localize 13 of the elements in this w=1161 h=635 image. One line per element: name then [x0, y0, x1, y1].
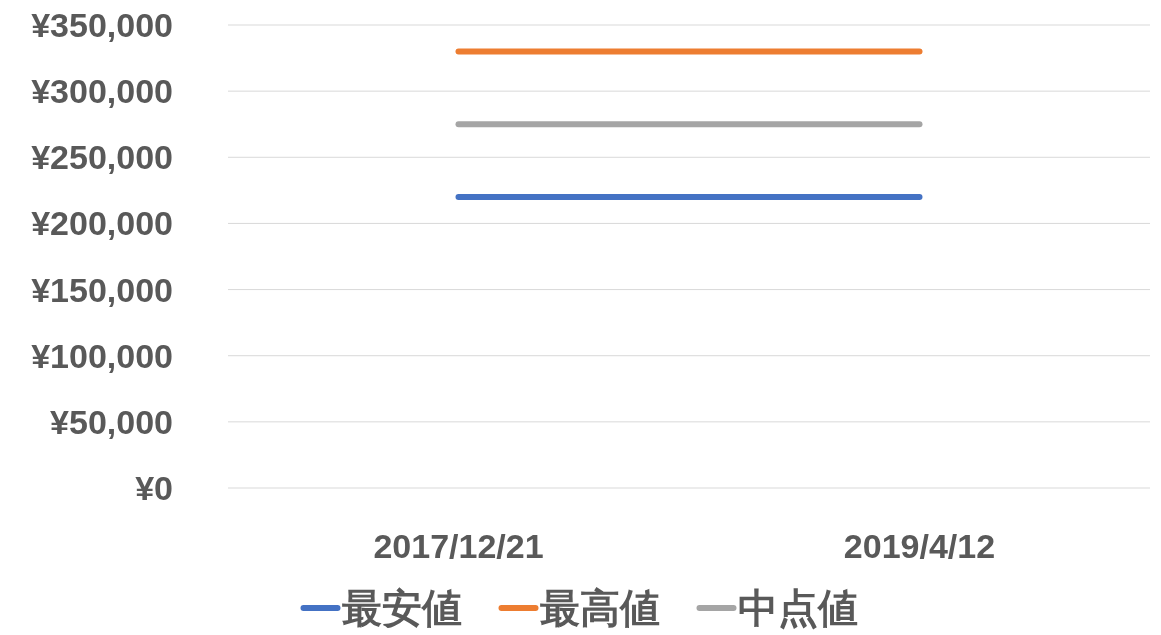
- y-tick-label: ¥300,000: [31, 72, 173, 111]
- legend-label: 中点値: [737, 586, 858, 630]
- y-tick-label: ¥250,000: [31, 138, 173, 177]
- y-tick-label: ¥100,000: [31, 336, 173, 375]
- x-tick-label: 2017/12/21: [373, 527, 544, 565]
- y-tick-label: ¥150,000: [31, 270, 173, 309]
- legend-label: 最高値: [539, 586, 660, 630]
- y-tick-label: ¥200,000: [31, 204, 173, 243]
- y-tick-label: ¥350,000: [31, 6, 173, 44]
- y-tick-label: ¥0: [135, 469, 173, 507]
- x-tick-label: 2019/4/12: [843, 527, 996, 565]
- y-tick-label: ¥50,000: [50, 402, 173, 441]
- legend-label: 最安値: [341, 586, 462, 630]
